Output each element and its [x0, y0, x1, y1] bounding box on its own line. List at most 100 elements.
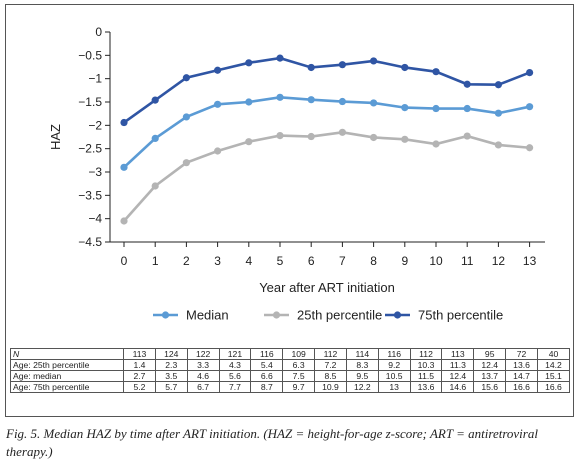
table-cell: 9.7 — [282, 381, 316, 393]
table-cell: 116 — [377, 348, 411, 360]
row-label: Age: 75th percentile — [10, 381, 124, 393]
data-point — [494, 109, 502, 117]
table-cell: 7.2 — [314, 359, 347, 371]
data-point — [151, 182, 159, 190]
data-point — [276, 132, 284, 140]
table-cell: 5.2 — [123, 381, 156, 393]
data-point — [245, 98, 253, 106]
series-line — [123, 56, 531, 124]
table-cell: 13 — [377, 381, 411, 393]
table-cell: 11.5 — [409, 370, 443, 382]
x-tick-label: 6 — [308, 254, 315, 268]
data-point — [338, 61, 346, 69]
data-point — [214, 100, 222, 108]
table-cell: 124 — [154, 348, 188, 360]
table-row: Age: 75th percentile 5.2 5.7 6.7 7.7 8.7 9.7 10… — [10, 381, 571, 393]
table-cell: 40 — [536, 348, 571, 360]
table-cell: 7.5 — [282, 370, 316, 382]
data-point — [276, 93, 284, 101]
y-tick-label: −4 — [88, 212, 102, 226]
table-cell: 8.5 — [314, 370, 347, 382]
x-tick-label: 8 — [370, 254, 377, 268]
table-row: Age: median 2.7 3.5 4.6 5.6 6.6 7.5 8.5 9.5 10.5 1… — [10, 370, 571, 382]
table-cell: 10.5 — [377, 370, 411, 382]
legend-swatch-marker — [161, 311, 170, 319]
table-cell: 112 — [314, 348, 347, 360]
x-tick-label: 7 — [339, 254, 346, 268]
x-tick-label: 4 — [245, 254, 252, 268]
data-point — [182, 159, 190, 167]
x-tick-label: 12 — [492, 254, 506, 268]
y-tick-label: −1 — [88, 72, 102, 86]
table-cell: 4.3 — [218, 359, 252, 371]
figure-caption: Fig. 5. Median HAZ by time after ART ini… — [6, 426, 538, 459]
data-point — [307, 96, 315, 104]
table-cell: 7.7 — [218, 381, 252, 393]
data-point — [432, 68, 440, 76]
data-point — [245, 59, 253, 67]
table-cell: 3.5 — [154, 370, 188, 382]
table-cell: 1.4 — [123, 359, 156, 371]
table-cell: 14.7 — [505, 370, 538, 382]
series-group — [120, 54, 534, 225]
legend-label: Median — [186, 308, 229, 323]
table-cell: 10.9 — [314, 381, 347, 393]
x-tick-label: 2 — [183, 254, 190, 268]
table-cell: 4.6 — [186, 370, 220, 382]
row-label: Age: median — [10, 370, 124, 382]
table-cell: 6.6 — [250, 370, 284, 382]
table-cell: 121 — [218, 348, 252, 360]
table-cell: 15.1 — [536, 370, 571, 382]
x-tick-label: 10 — [429, 254, 443, 268]
table-cell: 13.7 — [473, 370, 507, 382]
data-point — [526, 144, 534, 152]
table-cell: 16.6 — [536, 381, 571, 393]
x-tick-label: 1 — [152, 254, 159, 268]
table-cell: 9.2 — [377, 359, 411, 371]
data-point — [120, 163, 128, 171]
data-point — [370, 57, 378, 65]
table-cell: 116 — [250, 348, 284, 360]
table-cell: 6.3 — [282, 359, 316, 371]
data-point — [338, 97, 346, 106]
table-cell: 72 — [505, 348, 538, 360]
data-point — [463, 132, 471, 140]
table-row: N 113 124 122 121 116 109 112 114 116 112 113 95 72 40 — [10, 348, 571, 360]
table-cell: 11.3 — [441, 359, 475, 371]
y-tick-label: −3.5 — [78, 188, 102, 202]
table-cell: 3.3 — [186, 359, 220, 371]
table-cell: 113 — [123, 348, 156, 360]
x-ticks: 0 1 2 3 4 5 6 7 8 9 10 11 12 13 — [121, 242, 537, 268]
series-line — [123, 131, 530, 222]
table-cell: 12.2 — [345, 381, 379, 393]
y-axis-label: HAZ — [48, 124, 63, 150]
data-point — [494, 81, 502, 89]
data-point — [182, 74, 190, 82]
table-cell: 114 — [345, 348, 379, 360]
data-point — [245, 138, 253, 146]
table-cell: 109 — [282, 348, 316, 360]
data-point — [463, 104, 471, 113]
data-point — [401, 63, 409, 72]
data-point — [494, 141, 502, 149]
x-tick-label: 11 — [461, 254, 474, 268]
data-point — [276, 54, 284, 62]
legend-label: 75th percentile — [418, 308, 503, 323]
y-tick-label: −1.5 — [78, 95, 102, 109]
table-cell: 10.3 — [409, 359, 443, 371]
table-cell: 122 — [186, 348, 220, 360]
data-point — [151, 134, 159, 142]
x-axis-label: Year after ART initiation — [259, 280, 395, 295]
table-cell: 5.7 — [154, 381, 188, 393]
table-cell: 8.7 — [250, 381, 284, 393]
y-tick-label: −2 — [88, 118, 102, 132]
data-point — [214, 66, 222, 74]
data-point — [338, 128, 346, 136]
data-point — [307, 63, 315, 72]
data-point — [432, 140, 440, 148]
table-cell: 9.5 — [345, 370, 379, 382]
table-cell: 12.4 — [473, 359, 507, 371]
data-point — [526, 69, 534, 77]
data-point — [370, 99, 378, 107]
data-point — [370, 133, 378, 142]
